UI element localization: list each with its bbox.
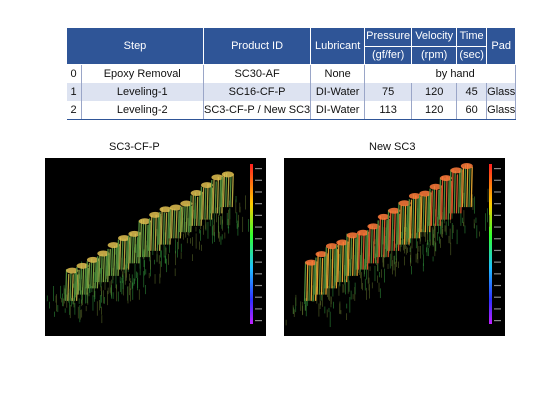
color-scale-bar (489, 164, 501, 324)
row-time: 45 (456, 83, 488, 101)
header-product-id: Product ID (202, 27, 312, 65)
table-row: 1 Leveling-1 SC16-CF-P DI-Water 75 120 4… (66, 83, 517, 101)
header-pad: Pad (486, 27, 517, 65)
row-lubricant: DI-Water (310, 83, 366, 101)
table-row: 0 Epoxy Removal SC30-AF None by hand (66, 64, 517, 83)
header-step: Step (66, 27, 204, 65)
surface-profile-plot (285, 163, 501, 328)
header-velocity: Velocity (411, 27, 458, 47)
surface-profile-image-sc3-cf-p (45, 158, 266, 336)
row-pad: Glass (486, 101, 517, 120)
row-product: SC30-AF (203, 64, 312, 83)
header-pressure-unit: (gf/fer) (364, 45, 413, 65)
surface-peaks (46, 171, 249, 324)
header-velocity-unit: (rpm) (411, 45, 458, 65)
row-index: 2 (66, 101, 82, 120)
surface-profile-plot (46, 164, 262, 324)
row-pressure: 113 (364, 101, 413, 120)
figure-title-sc3-cf-p: SC3-CF-P (109, 141, 160, 153)
row-time: 60 (456, 101, 488, 120)
row-pad: Glass (486, 83, 517, 101)
row-product: SC3-CF-P / New SC3 (203, 101, 312, 120)
row-index: 1 (66, 83, 82, 101)
row-velocity: 120 (411, 83, 458, 101)
row-step: Leveling-2 (81, 101, 204, 120)
process-table: Step Product ID Lubricant Pressure Veloc… (66, 27, 517, 120)
row-step: Epoxy Removal (81, 64, 204, 83)
table-unit-row: (gf/fer) (rpm) (sec) (67, 45, 516, 65)
process-table-container: Step Product ID Lubricant Pressure Veloc… (66, 27, 517, 120)
row-product: SC16-CF-P (203, 83, 312, 101)
row-index: 0 (66, 64, 82, 83)
header-lubricant: Lubricant (310, 27, 366, 65)
header-time: Time (456, 27, 488, 47)
color-scale-bar (250, 164, 262, 324)
row-by-hand: by hand (364, 64, 517, 83)
surface-profile-image-new-sc3 (284, 158, 505, 336)
header-time-unit: (sec) (456, 45, 488, 65)
table-row: 2 Leveling-2 SC3-CF-P / New SC3 DI-Water… (66, 101, 517, 120)
row-lubricant: None (310, 64, 366, 83)
figure-title-new-sc3: New SC3 (369, 141, 416, 153)
row-velocity: 120 (411, 101, 458, 120)
row-step: Leveling-1 (81, 83, 204, 101)
row-lubricant: DI-Water (310, 101, 366, 120)
table-header-row: Step Product ID Lubricant Pressure Veloc… (66, 27, 517, 65)
surface-peaks (285, 163, 490, 328)
row-pressure: 75 (364, 83, 413, 101)
header-pressure: Pressure (364, 27, 413, 47)
